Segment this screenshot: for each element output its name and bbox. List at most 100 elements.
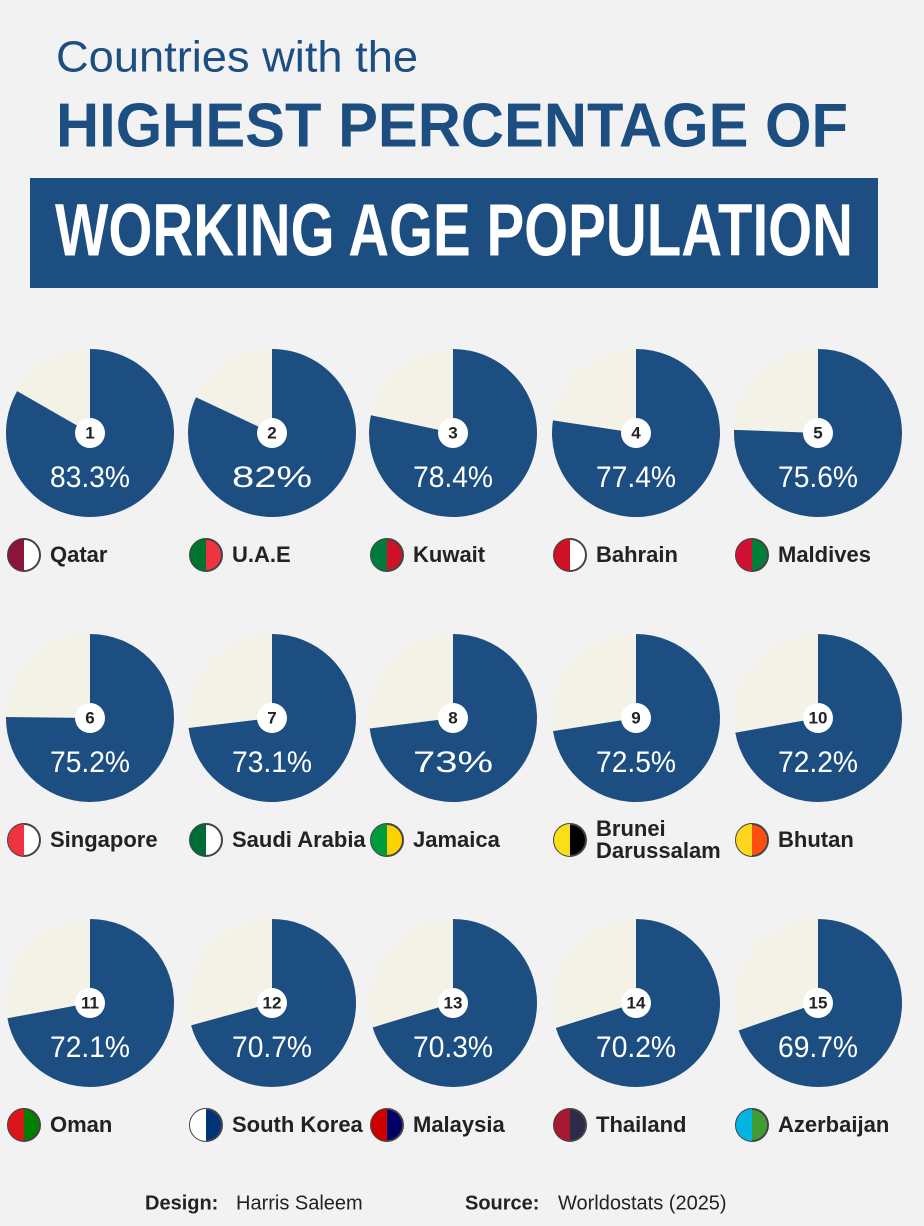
rank: 15 — [809, 993, 828, 1012]
rank: 14 — [627, 993, 646, 1012]
rank-badge — [257, 703, 287, 733]
flag — [370, 823, 404, 857]
rank-badge — [438, 988, 468, 1018]
country-label: Malaysia — [369, 1107, 505, 1143]
rank: 10 — [809, 708, 828, 727]
value-label: 73% — [413, 746, 493, 779]
title-box — [30, 178, 878, 288]
value-label: 72.2% — [778, 746, 858, 779]
country-name: Bahrain — [596, 542, 678, 567]
country-name: Saudi Arabia — [232, 827, 366, 852]
rank-badge — [75, 988, 105, 1018]
country-name: U.A.E — [232, 542, 291, 567]
country-label: Azerbaijan — [734, 1107, 889, 1143]
flag — [7, 823, 41, 857]
value-label: 72.5% — [596, 746, 676, 779]
flag — [735, 823, 769, 857]
country-label: Kuwait — [369, 537, 485, 573]
rank: 11 — [81, 993, 99, 1012]
country-label: South Korea — [188, 1107, 363, 1143]
flag — [553, 823, 587, 857]
rank: 4 — [631, 423, 641, 442]
rank-badge — [803, 703, 833, 733]
rank-badge — [803, 988, 833, 1018]
country-label: Qatar — [6, 537, 107, 573]
rank: 6 — [85, 708, 94, 727]
flag — [7, 1108, 41, 1142]
rank: 8 — [448, 708, 457, 727]
flag-band — [190, 1109, 206, 1141]
title-line: HIGHEST PERCENTAGE OF — [56, 91, 848, 160]
rank-badge — [803, 418, 833, 448]
value-label: 69.7% — [778, 1031, 858, 1064]
country-label: Brunei Darussalam — [552, 818, 736, 862]
flag-band — [554, 1109, 570, 1141]
rank: 1 — [85, 423, 94, 442]
rank-badge — [621, 988, 651, 1018]
value-label: 73.1% — [232, 746, 312, 779]
country-label: U.A.E — [188, 537, 291, 573]
value-label: 70.3% — [413, 1031, 493, 1064]
country-name: Brunei Darussalam — [596, 816, 721, 863]
value-label: 83.3% — [50, 461, 130, 494]
rank-badge — [621, 418, 651, 448]
country-label: Thailand — [552, 1107, 686, 1143]
value-label: 82% — [232, 461, 312, 494]
footer-text: Worldostats (2025) — [558, 1192, 727, 1214]
rank: 3 — [448, 423, 457, 442]
flag — [735, 538, 769, 572]
rank: 12 — [263, 993, 282, 1012]
rank-badge — [75, 418, 105, 448]
country-label: Singapore — [6, 822, 158, 858]
country-label: Bhutan — [734, 822, 854, 858]
rank-badge — [438, 418, 468, 448]
rank-badge — [75, 703, 105, 733]
country-label: Saudi Arabia — [188, 822, 366, 858]
flag-band — [190, 824, 206, 856]
country-label: Jamaica — [369, 822, 500, 858]
value-label: 72.1% — [50, 1031, 130, 1064]
value-label: 77.4% — [596, 461, 676, 494]
country-label: Oman — [6, 1107, 112, 1143]
flag-band — [8, 824, 24, 856]
flag-band — [736, 539, 752, 571]
value-label: 75.6% — [778, 461, 858, 494]
flag — [370, 1108, 404, 1142]
country-name: Malaysia — [413, 1112, 505, 1137]
title-line: WORKING AGE POPULATION — [55, 189, 853, 272]
rank: 9 — [631, 708, 640, 727]
country-name: Thailand — [596, 1112, 687, 1137]
footer-label: Source: — [465, 1192, 539, 1214]
flag — [7, 538, 41, 572]
flag — [189, 823, 223, 857]
flag — [189, 538, 223, 572]
country-name: Kuwait — [413, 542, 486, 567]
flag — [553, 1108, 587, 1142]
title-line: Countries with the — [56, 33, 418, 82]
rank: 13 — [444, 993, 463, 1012]
country-name: Bhutan — [778, 827, 854, 852]
value-label: 75.2% — [50, 746, 130, 779]
rank: 2 — [267, 423, 276, 442]
country-name: Azerbaijan — [778, 1112, 890, 1137]
rank: 7 — [267, 708, 276, 727]
flag-band — [371, 1109, 387, 1141]
country-name: Singapore — [50, 827, 158, 852]
country-name: Oman — [50, 1112, 113, 1137]
footer-label: Design: — [145, 1192, 218, 1214]
country-name: South Korea — [232, 1112, 363, 1137]
footer-text: Harris Saleem — [236, 1192, 363, 1214]
flag-band — [8, 539, 24, 571]
flag-band — [554, 824, 570, 856]
country-name: Maldives — [778, 542, 871, 567]
rank-badge — [257, 988, 287, 1018]
flag-band — [736, 1109, 752, 1141]
rank: 5 — [813, 423, 822, 442]
country-label: Bahrain — [552, 537, 678, 573]
flag — [370, 538, 404, 572]
value-label: 78.4% — [413, 461, 493, 494]
flag-band — [371, 539, 387, 571]
flag-band — [8, 1109, 24, 1141]
